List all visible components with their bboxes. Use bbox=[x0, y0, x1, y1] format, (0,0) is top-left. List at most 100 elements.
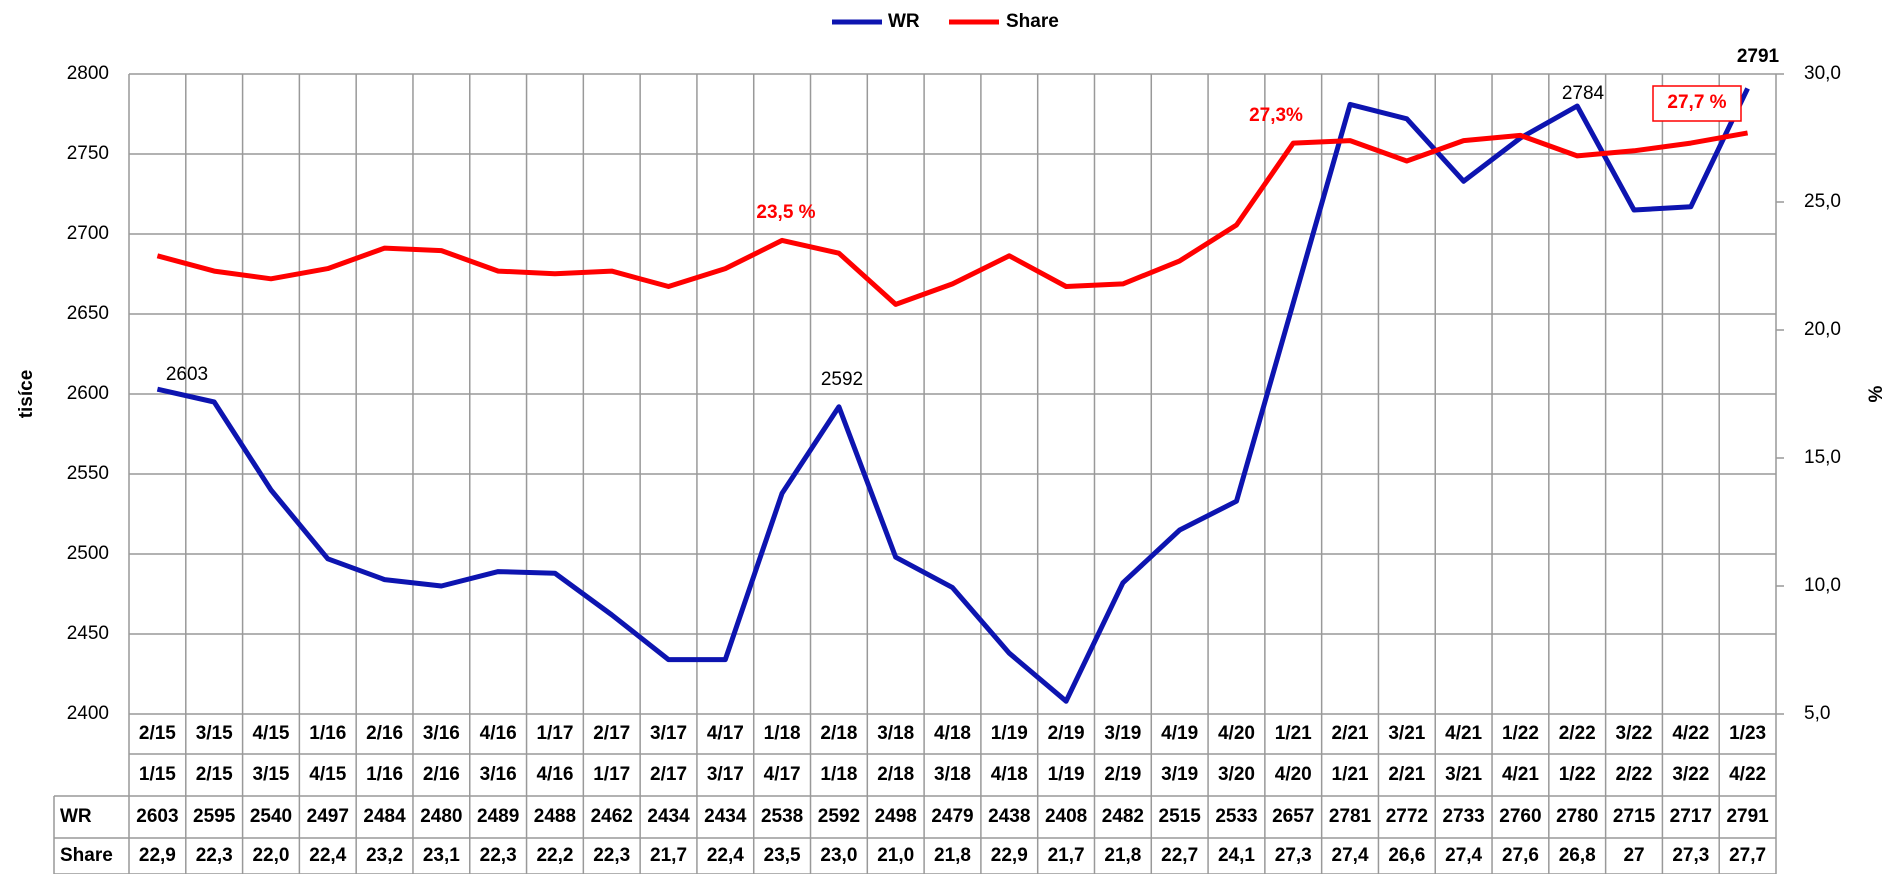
x-tick-label: 1/16 bbox=[309, 723, 346, 744]
y-tick-label: 2750 bbox=[67, 143, 109, 164]
x-tick-label-2: 4/18 bbox=[991, 764, 1028, 785]
y-tick-label: 2450 bbox=[67, 623, 109, 644]
table-cell: 2489 bbox=[477, 806, 519, 827]
table-cell: 2540 bbox=[250, 806, 292, 827]
x-tick-label-2: 3/17 bbox=[707, 764, 744, 785]
table-cell: 27,6 bbox=[1502, 845, 1539, 866]
table-cell: 2657 bbox=[1272, 806, 1314, 827]
table-cell: 2760 bbox=[1499, 806, 1541, 827]
x-tick-label: 2/22 bbox=[1559, 723, 1596, 744]
table-cell: 26,6 bbox=[1388, 845, 1425, 866]
table-cell: 2733 bbox=[1442, 806, 1484, 827]
table-cell: 2484 bbox=[363, 806, 406, 827]
table-row-header: WR bbox=[60, 806, 92, 827]
x-tick-label-2: 4/21 bbox=[1502, 764, 1539, 785]
table-cell: 2497 bbox=[307, 806, 349, 827]
y-tick-label: 2800 bbox=[67, 63, 109, 84]
x-tick-label-2: 1/19 bbox=[1048, 764, 1085, 785]
table-cell: 2772 bbox=[1386, 806, 1428, 827]
table-cell: 22,7 bbox=[1161, 845, 1198, 866]
y2-tick-label: 25,0 bbox=[1804, 191, 1841, 212]
x-tick-label-2: 1/15 bbox=[139, 764, 176, 785]
table-cell: 2715 bbox=[1613, 806, 1656, 827]
table-cell: 21,0 bbox=[877, 845, 914, 866]
x-tick-label: 1/21 bbox=[1275, 723, 1312, 744]
table-cell: 2780 bbox=[1556, 806, 1598, 827]
x-tick-label-2: 1/21 bbox=[1332, 764, 1369, 785]
table-cell: 27 bbox=[1623, 845, 1644, 866]
x-tick-label: 1/17 bbox=[536, 723, 573, 744]
x-tick-label: 1/19 bbox=[991, 723, 1028, 744]
table-cell: 2595 bbox=[193, 806, 236, 827]
y-tick-label: 2400 bbox=[67, 703, 109, 724]
table-cell: 22,3 bbox=[196, 845, 233, 866]
annotation: 2791 bbox=[1737, 46, 1780, 67]
x-tick-label-2: 2/17 bbox=[650, 764, 687, 785]
x-tick-label-2: 1/22 bbox=[1559, 764, 1596, 785]
y2-tick-label: 30,0 bbox=[1804, 63, 1841, 84]
table-cell: 23,0 bbox=[820, 845, 857, 866]
table-cell: 23,2 bbox=[366, 845, 403, 866]
x-tick-label: 4/16 bbox=[480, 723, 517, 744]
table-cell: 2438 bbox=[988, 806, 1030, 827]
x-tick-label-2: 1/18 bbox=[820, 764, 857, 785]
x-tick-label: 2/19 bbox=[1048, 723, 1085, 744]
x-tick-label: 4/15 bbox=[252, 723, 289, 744]
series-line bbox=[156, 87, 1750, 704]
x-tick-label-2: 3/22 bbox=[1672, 764, 1709, 785]
table-cell: 2479 bbox=[931, 806, 973, 827]
annotation: 27,3% bbox=[1249, 105, 1303, 126]
x-tick-label-2: 3/19 bbox=[1161, 764, 1198, 785]
table-cell: 2434 bbox=[704, 806, 747, 827]
x-tick-label-2: 4/22 bbox=[1729, 764, 1766, 785]
x-tick-label: 3/21 bbox=[1388, 723, 1425, 744]
x-tick-label: 3/18 bbox=[877, 723, 914, 744]
x-tick-label-2: 3/18 bbox=[934, 764, 971, 785]
table-cell: 22,2 bbox=[536, 845, 573, 866]
x-tick-label-2: 4/20 bbox=[1275, 764, 1312, 785]
legend-label: WR bbox=[888, 11, 920, 32]
x-tick-label-2: 2/22 bbox=[1616, 764, 1653, 785]
table-cell: 2538 bbox=[761, 806, 803, 827]
table-cell: 2603 bbox=[136, 806, 178, 827]
y2-tick-label: 10,0 bbox=[1804, 575, 1841, 596]
x-tick-label: 2/18 bbox=[820, 723, 857, 744]
table-cell: 2434 bbox=[647, 806, 690, 827]
table-cell: 23,5 bbox=[764, 845, 801, 866]
table-cell: 27,3 bbox=[1672, 845, 1709, 866]
table-cell: 21,8 bbox=[1104, 845, 1141, 866]
x-tick-label: 2/17 bbox=[593, 723, 630, 744]
table-cell: 27,4 bbox=[1332, 845, 1369, 866]
table-cell: 27,7 bbox=[1729, 845, 1766, 866]
x-tick-label: 2/16 bbox=[366, 723, 403, 744]
table-cell: 21,8 bbox=[934, 845, 971, 866]
table-cell: 2717 bbox=[1670, 806, 1712, 827]
table-cell: 23,1 bbox=[423, 845, 460, 866]
table-cell: 22,3 bbox=[480, 845, 517, 866]
table-cell: 22,9 bbox=[991, 845, 1028, 866]
x-tick-label: 4/17 bbox=[707, 723, 744, 744]
table-cell: 2408 bbox=[1045, 806, 1087, 827]
x-tick-label-2: 2/19 bbox=[1104, 764, 1141, 785]
table-cell: 22,0 bbox=[252, 845, 289, 866]
table-cell: 2533 bbox=[1215, 806, 1257, 827]
x-tick-label-2: 3/21 bbox=[1445, 764, 1482, 785]
x-tick-label: 4/18 bbox=[934, 723, 971, 744]
y2-axis-label: % bbox=[1866, 385, 1887, 402]
annotation: 2592 bbox=[821, 369, 863, 390]
y2-tick-label: 20,0 bbox=[1804, 319, 1841, 340]
x-tick-label: 3/17 bbox=[650, 723, 687, 744]
y2-tick-label: 5,0 bbox=[1804, 703, 1830, 724]
x-tick-label-2: 3/20 bbox=[1218, 764, 1255, 785]
x-tick-label: 2/15 bbox=[139, 723, 176, 744]
x-tick-label: 1/18 bbox=[764, 723, 801, 744]
series-line bbox=[156, 130, 1749, 307]
y2-tick-label: 15,0 bbox=[1804, 447, 1841, 468]
table-cell: 2488 bbox=[534, 806, 576, 827]
table-cell: 21,7 bbox=[650, 845, 687, 866]
x-tick-label: 4/19 bbox=[1161, 723, 1198, 744]
x-tick-label-2: 4/15 bbox=[309, 764, 346, 785]
x-tick-label: 3/19 bbox=[1104, 723, 1141, 744]
x-tick-label-2: 2/18 bbox=[877, 764, 914, 785]
